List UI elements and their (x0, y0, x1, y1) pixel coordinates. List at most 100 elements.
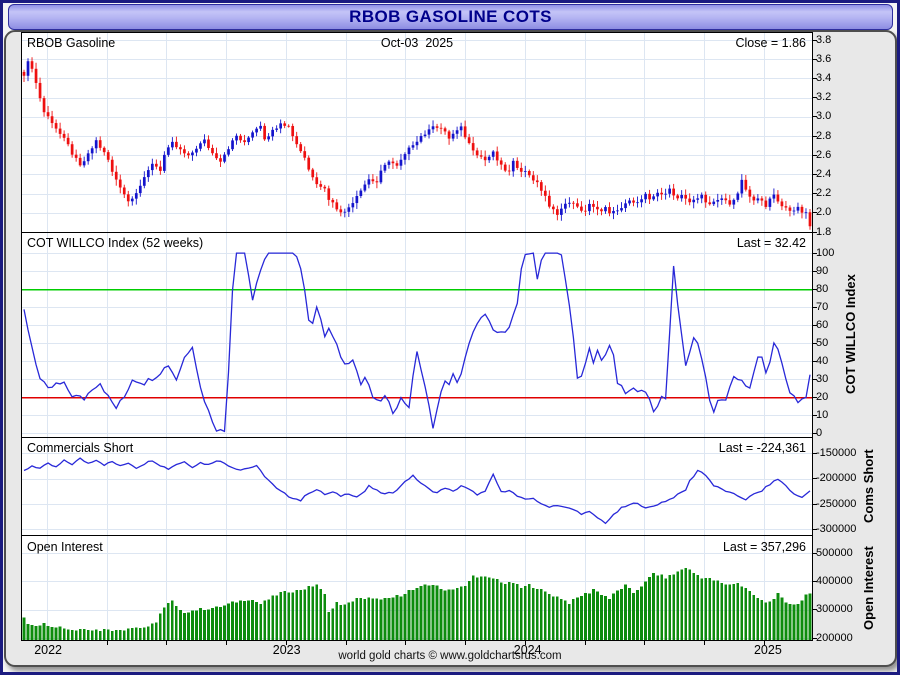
price-panel (22, 33, 812, 232)
y-axis-tick-label: 100 (816, 246, 835, 259)
y-axis-tick (813, 231, 817, 233)
willco-axis-title: COT WILLCO Index (843, 274, 858, 394)
y-axis-tick (813, 97, 817, 99)
chart-canvas (22, 535, 812, 640)
y-axis-tick-label: 1.8 (816, 225, 832, 238)
y-axis-tick-label: 30 (816, 372, 829, 385)
y-axis-tick (813, 378, 817, 380)
x-axis-tick (763, 641, 765, 645)
coms-short-panel (22, 437, 812, 535)
y-axis-tick (813, 414, 817, 416)
x-axis-tick (524, 641, 526, 645)
y-axis-tick-label: 80 (816, 282, 829, 295)
y-axis-tick-label: 90 (816, 264, 829, 277)
y-axis-tick (813, 360, 817, 362)
y-axis-tick (813, 173, 817, 175)
x-axis-tick (584, 641, 586, 645)
y-axis-tick (813, 154, 817, 156)
x-axis-tick (465, 641, 467, 645)
title-bar: RBOB GASOLINE COTS (8, 4, 893, 30)
open-interest-last-label: Last = 357,296 (722, 540, 806, 554)
y-axis-tick (813, 432, 817, 434)
y-axis-tick-label: 2.8 (816, 129, 832, 142)
y-axis-tick (813, 252, 817, 254)
y-axis-tick-label: 3.4 (816, 71, 832, 84)
x-axis-tick (644, 641, 646, 645)
y-axis-tick-label: 2.6 (816, 148, 832, 161)
open-interest-panel-label: Open Interest (27, 540, 103, 554)
y-axis-tick (813, 324, 817, 326)
chart-canvas (22, 437, 812, 535)
chart-canvas (22, 232, 812, 437)
y-axis-tick-label: 500000 (816, 546, 853, 559)
willco-panel-label: COT WILLCO Index (52 weeks) (27, 236, 204, 250)
page-title: RBOB GASOLINE COTS (349, 7, 552, 26)
x-axis-tick (166, 641, 168, 645)
y-axis-tick (813, 193, 817, 195)
y-axis-tick (813, 116, 817, 118)
y-axis-tick-label: 2.2 (816, 187, 832, 200)
y-axis-tick-label: 10 (816, 408, 829, 421)
y-axis-tick (813, 529, 817, 530)
x-axis-tick (405, 641, 407, 645)
panel-divider (22, 232, 812, 233)
y-axis-tick (813, 396, 817, 398)
y-axis-tick (813, 452, 817, 454)
x-axis-tick (345, 641, 347, 645)
y-axis-tick (813, 58, 817, 60)
price-close-label: Close = 1.86 (735, 36, 806, 50)
x-axis-year-label: 2022 (34, 643, 62, 657)
y-axis-tick (813, 609, 817, 611)
y-axis-tick-label: 2.4 (816, 167, 832, 180)
y-axis-tick (813, 135, 817, 137)
copyright-footer: world gold charts © www.goldchartsrus.co… (338, 650, 562, 662)
y-axis-tick (813, 270, 817, 272)
y-axis-tick-label: 200000 (816, 631, 853, 644)
y-axis-tick-label: 20 (816, 390, 829, 403)
x-axis-year-label: 2023 (272, 643, 301, 657)
chart-canvas (22, 33, 812, 232)
y-axis-tick-label: 50 (816, 336, 829, 349)
panel-divider (22, 535, 812, 536)
willco-last-label: Last = 32.42 (736, 236, 806, 250)
y-axis-tick (813, 342, 817, 344)
y-axis-tick (813, 580, 817, 582)
plot-area (21, 32, 813, 641)
y-axis-tick-label: 70 (816, 300, 829, 313)
y-axis-tick (813, 39, 817, 41)
y-axis-tick-label: 3.0 (816, 110, 832, 123)
y-axis-tick-label: 2.0 (816, 206, 832, 219)
y-axis-tick (813, 212, 817, 214)
y-axis-tick-label: 3.6 (816, 52, 832, 65)
y-axis-tick (813, 306, 817, 308)
y-axis-tick-label: -150000 (816, 446, 857, 459)
y-axis-tick (813, 478, 817, 479)
y-axis-tick-label: 60 (816, 318, 829, 331)
y-axis-tick (813, 77, 817, 79)
x-axis-tick (704, 641, 706, 645)
y-axis-tick (813, 503, 817, 505)
y-axis-tick (813, 288, 817, 290)
y-axis-tick-label: 400000 (816, 574, 853, 587)
price-date-label: Oct-03 2025 (380, 36, 454, 50)
y-axis-tick (813, 552, 817, 554)
y-axis-tick-label: 40 (816, 354, 829, 367)
y-axis-tick-label: 3.2 (816, 91, 832, 104)
y-axis-tick-label: -250000 (816, 497, 857, 510)
y-axis-tick-label: 0 (816, 426, 823, 439)
open-interest-panel (22, 535, 812, 640)
y-axis-tick-label: 3.8 (816, 33, 832, 46)
x-axis-tick (226, 641, 228, 645)
y-axis-tick-label: -300000 (816, 523, 857, 535)
coms-short-last-label: Last = -224,361 (718, 441, 806, 455)
x-axis-year-label: 2024 (513, 643, 542, 657)
x-axis-year-label: 2025 (753, 643, 782, 657)
y-axis-tick-label: -200000 (816, 472, 857, 484)
panel-divider (22, 437, 812, 438)
x-axis-tick (285, 641, 287, 645)
coms-short-panel-label: Commercials Short (27, 441, 134, 455)
y-axis-tick-label: 300000 (816, 603, 853, 616)
price-panel-label: RBOB Gasoline (27, 36, 116, 50)
willco-panel (22, 232, 812, 437)
